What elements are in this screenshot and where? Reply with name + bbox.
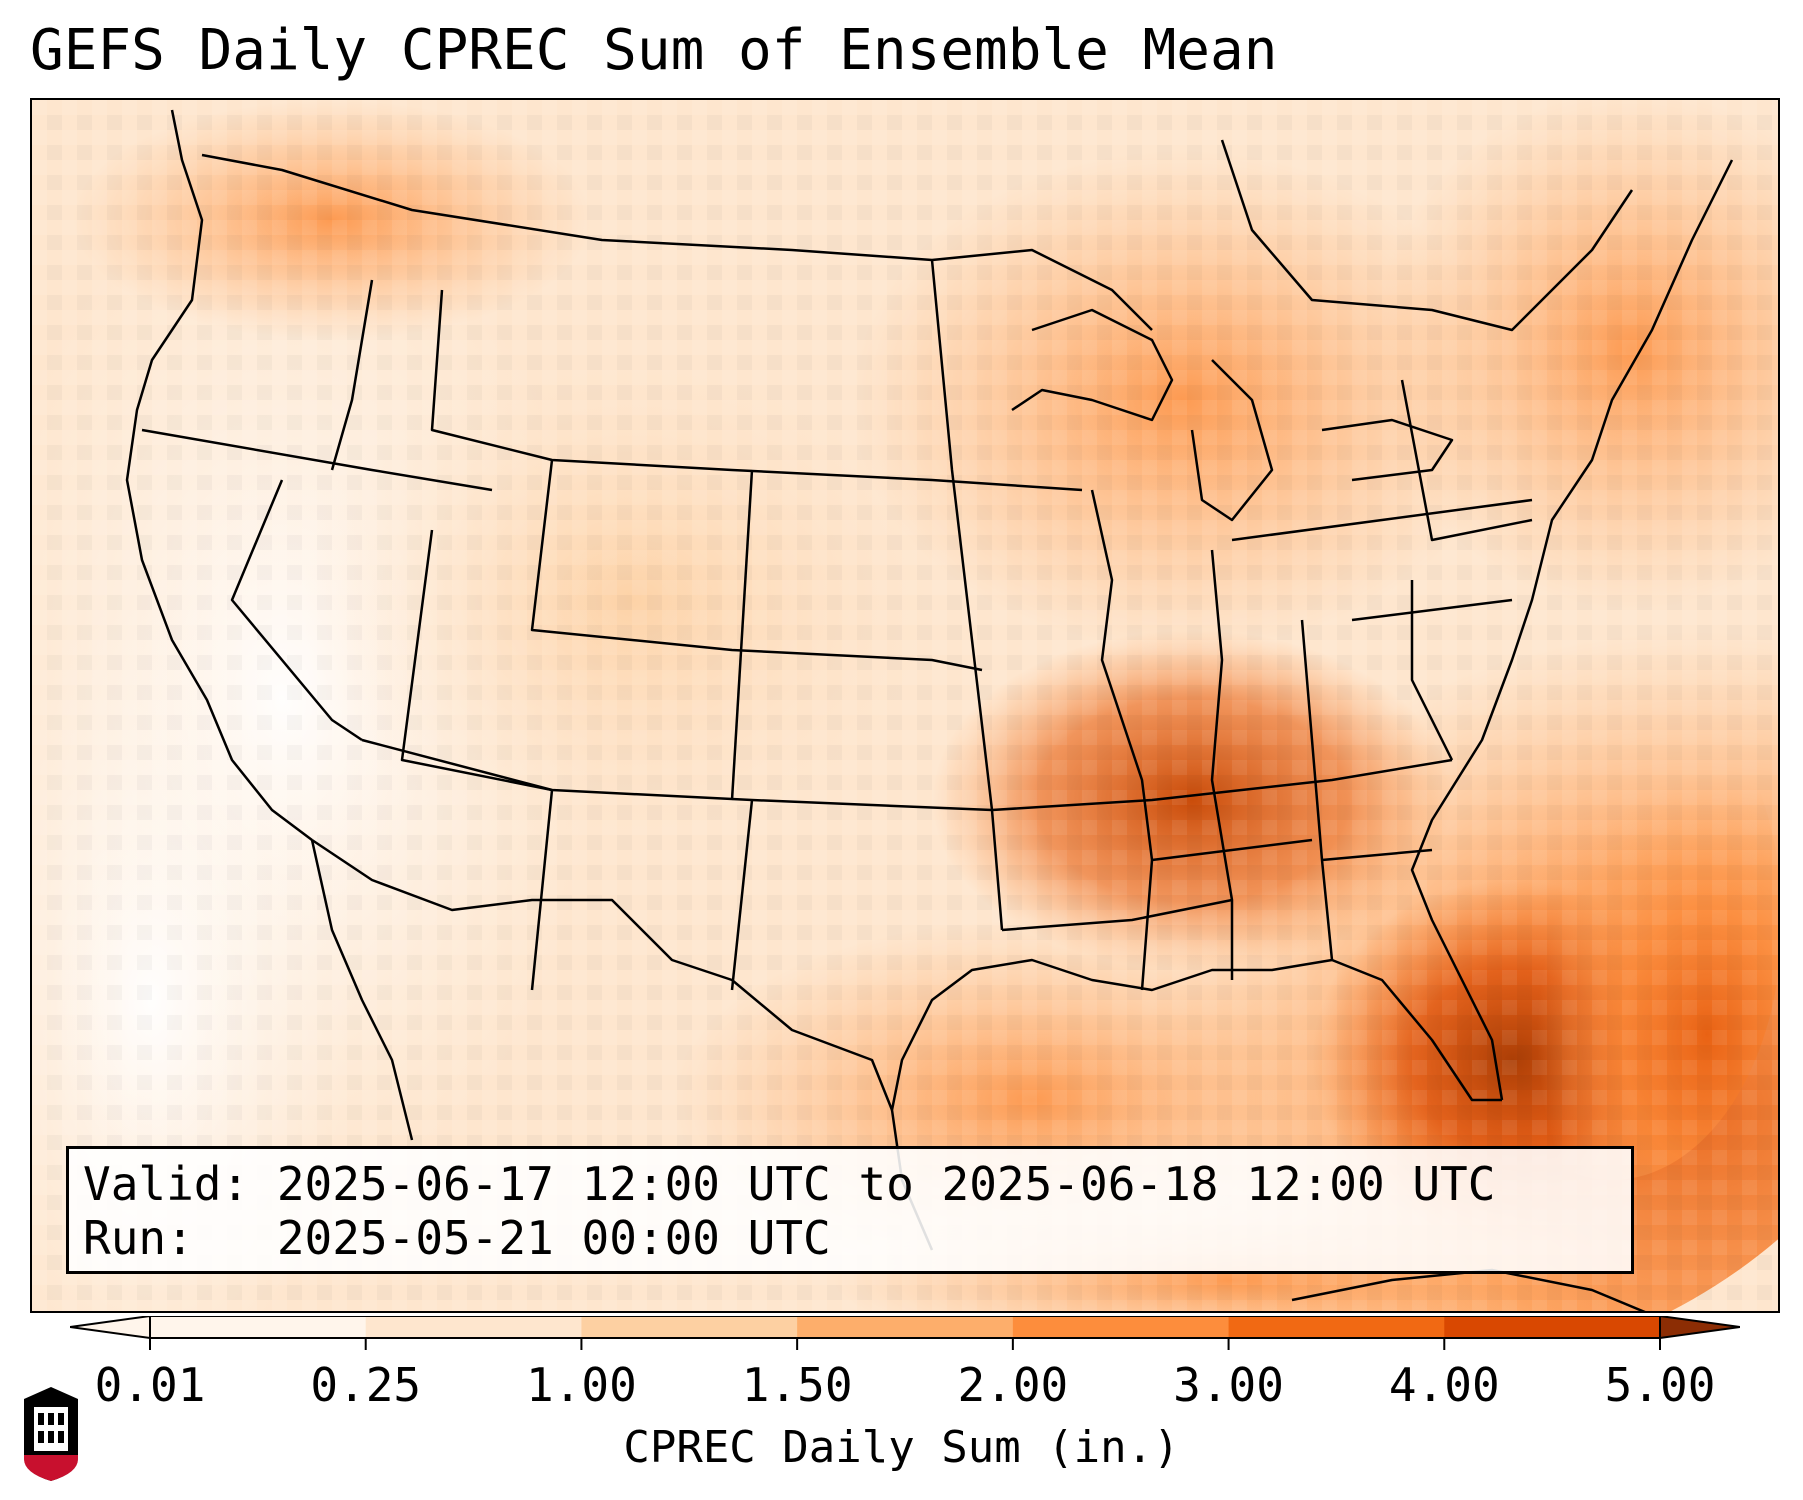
colorbar-tick-label: 1.00 (526, 1358, 637, 1412)
map-title: GEFS Daily CPREC Sum of Ensemble Mean (30, 18, 1278, 83)
map-canvas (32, 100, 1778, 1311)
colorbar-tick-label: 1.50 (741, 1358, 853, 1412)
colorbar-tick-label: 3.00 (1173, 1358, 1284, 1412)
run-time: Run: 2025-05-21 00:00 UTC (83, 1211, 831, 1265)
colorbar-tick-label: 4.00 (1388, 1358, 1500, 1412)
precipitation-map (30, 98, 1780, 1313)
niu-logo-icon (24, 1387, 78, 1481)
colorbar-extension-low (70, 1316, 151, 1340)
colorbar-segment (1228, 1316, 1445, 1338)
colorbar (70, 1316, 1740, 1350)
colorbar-segment (1012, 1316, 1230, 1338)
boundaries (125, 109, 1734, 1311)
valid-time: Valid: 2025-06-17 12:00 UTC to 2025-06-1… (83, 1157, 1496, 1211)
colorbar-extension-high (1659, 1316, 1740, 1340)
colorbar-tick-label: 0.01 (94, 1358, 206, 1412)
colorbar-segment (1444, 1316, 1661, 1338)
colorbar-segment (581, 1316, 798, 1338)
colorbar-segment (150, 1316, 367, 1338)
colorbar-segment (365, 1316, 582, 1338)
colorbar-tick-label: 0.25 (310, 1358, 422, 1412)
info-box: Valid: 2025-06-17 12:00 UTC to 2025-06-1… (66, 1146, 1634, 1274)
colorbar-tick-label: 2.00 (957, 1358, 1069, 1412)
colorbar-tick-label: 5.00 (1604, 1358, 1716, 1412)
colorbar-segment (797, 1316, 1014, 1338)
colorbar-label: CPREC Daily Sum (in.) (623, 1422, 1180, 1473)
